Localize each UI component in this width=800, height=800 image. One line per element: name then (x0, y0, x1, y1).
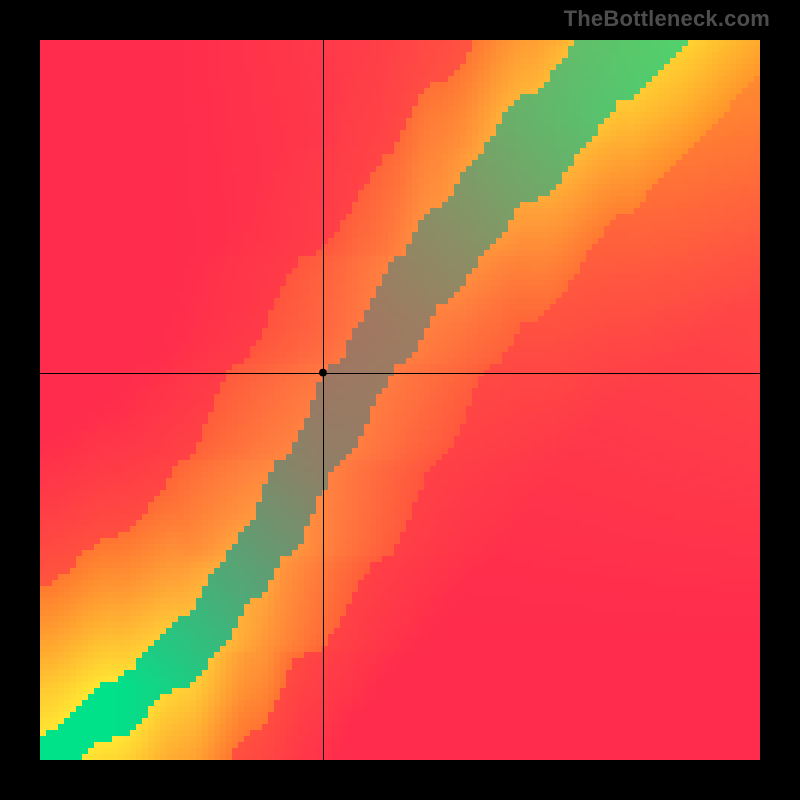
heatmap-canvas (40, 40, 760, 760)
watermark-text: TheBottleneck.com (564, 6, 770, 32)
chart-container: TheBottleneck.com (0, 0, 800, 800)
